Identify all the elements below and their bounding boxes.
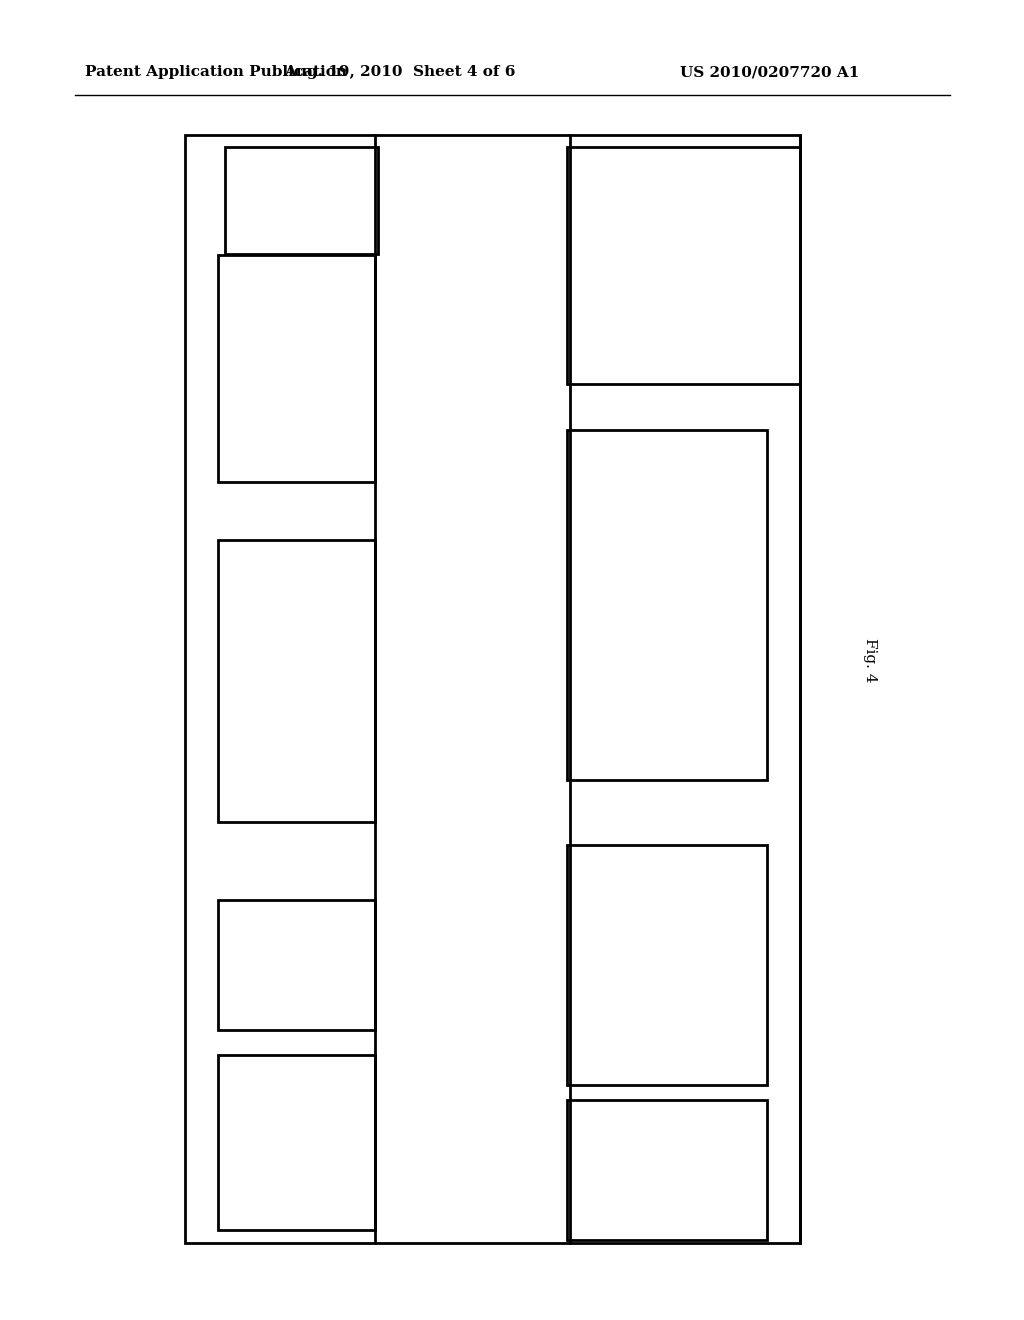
Text: Aug. 19, 2010  Sheet 4 of 6: Aug. 19, 2010 Sheet 4 of 6 [285,65,516,79]
Text: Patent Application Publication: Patent Application Publication [85,65,347,79]
Bar [225,147,378,253]
Bar [567,1100,767,1239]
Text: Fig. 4: Fig. 4 [863,638,877,682]
Bar [185,135,800,1243]
Bar [218,540,375,822]
Bar [218,1055,375,1230]
Bar [567,147,800,384]
Bar [567,430,767,780]
Bar [567,845,767,1085]
Text: US 2010/0207720 A1: US 2010/0207720 A1 [680,65,859,79]
Bar [218,255,375,482]
Bar [218,900,375,1030]
